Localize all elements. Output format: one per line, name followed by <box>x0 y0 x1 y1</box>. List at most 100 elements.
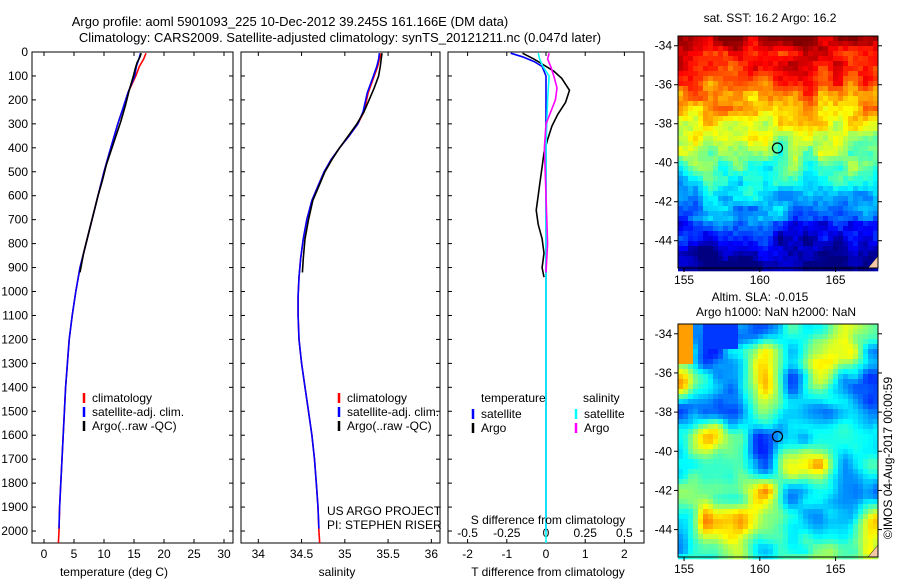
sst_map-cell <box>808 231 814 237</box>
sla_map-cell <box>778 469 784 475</box>
sla_map-cell <box>723 379 729 385</box>
sla_map-cell <box>713 349 719 355</box>
sla_map-cell <box>863 469 869 475</box>
sla_map-cell <box>793 344 799 350</box>
sst_map-cell <box>728 51 734 57</box>
sst_map-cell <box>733 116 739 122</box>
sla_map-cell <box>703 414 709 420</box>
sst_map-cell <box>838 186 844 192</box>
sla_map-cell <box>813 434 819 440</box>
sst_map-cell <box>698 231 704 237</box>
sla_map-cell <box>858 429 864 435</box>
sst_map-cell <box>823 86 829 92</box>
sla_map-cell <box>788 514 794 520</box>
sla_map-cell <box>768 409 774 415</box>
sst_map-cell <box>848 136 854 142</box>
sla_map-cell <box>778 534 784 540</box>
salinity-xtick-label: 35 <box>338 547 352 561</box>
sla_map-cell <box>818 409 824 415</box>
sla_map-cell <box>833 339 839 345</box>
sst_map-cell <box>873 176 879 182</box>
sla_map-cell <box>838 474 844 480</box>
sst_map-cell <box>823 116 829 122</box>
sla_map-cell <box>723 399 729 405</box>
sst_map-cell <box>843 196 849 202</box>
sst_map-cell <box>808 176 814 182</box>
sst_map-cell <box>863 86 869 92</box>
sst_map-cell <box>793 186 799 192</box>
sst_map-cell <box>778 261 784 267</box>
sla_map-cell <box>773 359 779 365</box>
sla_map-cell <box>873 419 879 425</box>
sst_map-cell <box>868 86 874 92</box>
sla_map-cell <box>718 444 724 450</box>
sla_map-cell <box>783 469 789 475</box>
sla_map-cell <box>823 444 829 450</box>
sla_map-cell <box>723 459 729 465</box>
sst_map-cell <box>723 266 729 272</box>
sst_map-cell <box>688 151 694 157</box>
sst_map-cell <box>793 211 799 217</box>
sla_map-cell <box>813 549 819 555</box>
sst_map-cell <box>843 216 849 222</box>
sst_map-cell <box>783 141 789 147</box>
sla_map-cell <box>868 519 874 525</box>
sla_map-cell <box>743 414 749 420</box>
sla_map-cell <box>768 464 774 470</box>
sla_map-cell <box>713 414 719 420</box>
sst_map-cell <box>688 41 694 47</box>
sst_map-cell <box>723 131 729 137</box>
sla_map-cell <box>693 544 699 550</box>
sla_map-cell <box>713 449 719 455</box>
sst_map-cell <box>713 236 719 242</box>
sla_map-cell <box>703 529 709 535</box>
sst_map-cell <box>803 216 809 222</box>
sla_map-cell <box>863 544 869 550</box>
sst_map-cell <box>813 51 819 57</box>
sla_map-cell <box>753 494 759 500</box>
sst_map-cell <box>823 91 829 97</box>
sla_map-cell <box>708 524 714 530</box>
sst_map-cell <box>768 71 774 77</box>
sst_map-cell <box>813 261 819 267</box>
sla_map-cell <box>738 344 744 350</box>
sla_map-cell <box>748 529 754 535</box>
sst_map-cell <box>828 201 834 207</box>
sst_map-cell <box>863 161 869 167</box>
sst_map-cell <box>818 86 824 92</box>
sst_map-cell <box>828 231 834 237</box>
sla_map-cell <box>808 364 814 370</box>
sla_map-cell <box>703 424 709 430</box>
sst_map-cell <box>783 131 789 137</box>
sla_map-cell <box>818 494 824 500</box>
sst_map-cell <box>738 231 744 237</box>
sst_map-cell <box>733 231 739 237</box>
sst_map-cell <box>828 51 834 57</box>
sst_map-cell <box>708 146 714 152</box>
sla_map-cell <box>698 349 704 355</box>
sla_map-cell <box>813 344 819 350</box>
sst_map-cell <box>793 126 799 132</box>
sla_map-cell <box>778 374 784 380</box>
sst_map-cell <box>738 126 744 132</box>
sst_map-cell <box>843 256 849 262</box>
sla_map-cell <box>773 464 779 470</box>
sst_map-cell <box>773 61 779 67</box>
sla_map-cell <box>753 549 759 555</box>
sst_map-cell <box>688 156 694 162</box>
sst_map-cell <box>773 251 779 257</box>
sst_map-cell <box>818 46 824 52</box>
sla_map-cell <box>828 539 834 545</box>
sla_map-cell <box>863 499 869 505</box>
sla_map-cell <box>693 494 699 500</box>
sst_map-cell <box>728 141 734 147</box>
sst_map-cell <box>683 171 689 177</box>
sst_map-cell <box>873 191 879 197</box>
sla_map-cell <box>853 439 859 445</box>
sst_map-cell <box>738 256 744 262</box>
sla_map-cell <box>778 529 784 535</box>
sst_map-cell <box>828 116 834 122</box>
sst_map-cell <box>753 231 759 237</box>
sst_map-cell <box>793 261 799 267</box>
